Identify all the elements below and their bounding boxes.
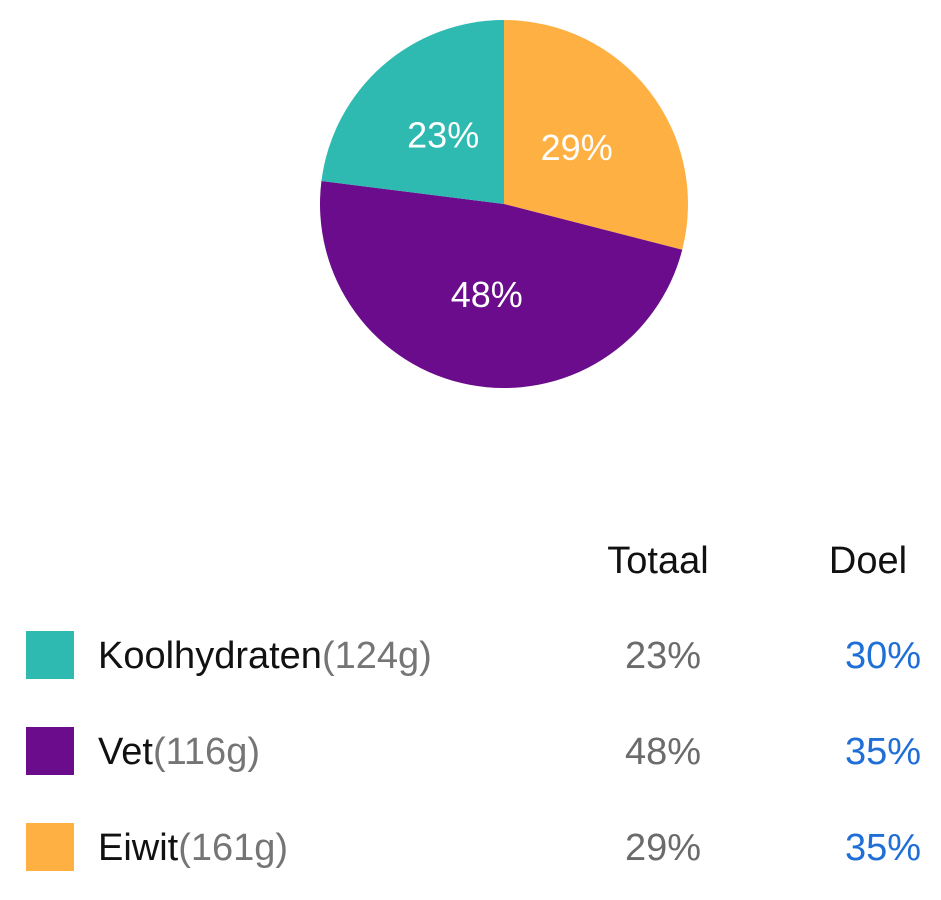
macro-goal-koolhydraten[interactable]: 30%	[844, 635, 921, 677]
pie-slice-eiwit[interactable]	[504, 20, 689, 250]
legend-row-eiwit[interactable]: Eiwit(161g) 29% 35%	[0, 818, 941, 878]
macro-total-vet: 48%	[624, 731, 702, 773]
macro-name-koolhydraten: Koolhydraten(124g)	[98, 626, 432, 686]
macro-name-eiwit: Eiwit(161g)	[98, 818, 288, 878]
macro-grams: (161g)	[178, 827, 289, 869]
macro-total-koolhydraten: 23%	[624, 635, 702, 677]
color-swatch-eiwit	[26, 823, 74, 871]
legend-row-vet[interactable]: Vet(116g) 48% 35%	[0, 722, 941, 782]
macro-name-vet: Vet(116g)	[98, 722, 260, 782]
pie-label-eiwit: 29%	[541, 127, 613, 168]
macro-pie-chart: 29% 48% 23%	[319, 19, 689, 389]
pie-slice-vet[interactable]	[319, 180, 683, 389]
macro-grams: (116g)	[152, 731, 260, 773]
pie-slice-koolhydraten[interactable]	[321, 19, 504, 205]
pie-label-vet: 48%	[451, 274, 523, 315]
column-header-goal: Doel	[828, 540, 908, 582]
macro-goal-eiwit[interactable]: 35%	[844, 827, 921, 869]
pie-label-koolhydraten: 23%	[407, 115, 479, 156]
macro-goal-vet[interactable]: 35%	[844, 731, 921, 773]
macro-grams: (124g)	[321, 635, 432, 677]
color-swatch-vet	[26, 727, 74, 775]
macro-total-eiwit: 29%	[624, 827, 702, 869]
color-swatch-koolhydraten	[26, 631, 74, 679]
legend-row-koolhydraten[interactable]: Koolhydraten(124g) 23% 30%	[0, 626, 941, 686]
macro-label: Koolhydraten	[98, 635, 322, 677]
macro-label: Vet	[98, 731, 153, 773]
column-header-total: Totaal	[607, 540, 709, 582]
macro-label: Eiwit	[98, 827, 179, 869]
